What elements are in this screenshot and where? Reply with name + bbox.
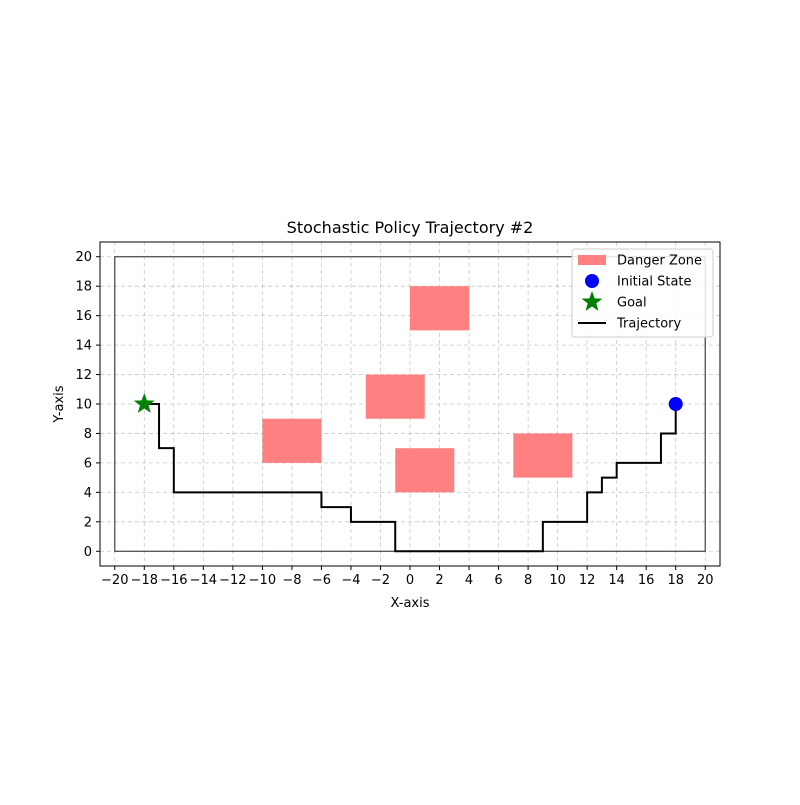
x-tick-label: 6: [494, 573, 502, 588]
x-tick-label: −12: [219, 573, 246, 588]
axis-ticks: −20 −18 −16 −14 −12 −10 −8 −6 −4 −2 0 2 4 6 8 10 12 14 16 1…: [75, 250, 713, 588]
trajectory-layer: [144, 403, 677, 553]
trajectory-line: [144, 403, 677, 553]
danger-zone-rect: [395, 448, 455, 493]
x-tick-label: −2: [371, 573, 390, 588]
danger-zones: [262, 286, 573, 493]
y-tick-label: 0: [84, 545, 92, 560]
legend-box: [571, 248, 714, 338]
legend-danger-zone-label: Danger Zone: [617, 254, 702, 269]
y-tick-label: 8: [84, 427, 92, 442]
initial-state-marker: [668, 397, 683, 411]
x-tick-label: 14: [608, 573, 625, 588]
y-tick-label: 12: [75, 368, 92, 383]
x-tick-label: 2: [435, 573, 443, 588]
danger-zone-rect: [513, 433, 573, 478]
goal-star-icon: [133, 393, 155, 413]
x-axis-label: X-axis: [391, 596, 430, 611]
legend-trajectory-label: Trajectory: [616, 317, 681, 332]
legend-initial-state-swatch: [585, 274, 599, 288]
y-tick-label: 20: [75, 250, 92, 265]
chart-title: Stochastic Policy Trajectory #2: [287, 218, 534, 237]
y-tick-label: 10: [75, 398, 92, 413]
danger-zone-rect: [410, 286, 470, 331]
y-tick-label: 16: [75, 309, 92, 324]
x-tick-label: −16: [160, 573, 187, 588]
x-tick-label: −10: [249, 573, 276, 588]
x-tick-label: 4: [465, 573, 473, 588]
y-axis-label: Y-axis: [52, 385, 67, 423]
x-tick-label: −18: [131, 573, 158, 588]
danger-zone-rect: [262, 418, 322, 463]
y-tick-label: 6: [84, 456, 92, 471]
danger-zone-rect: [365, 374, 425, 419]
legend-initial-state-label: Initial State: [617, 275, 692, 290]
x-tick-label: −14: [190, 573, 217, 588]
y-tick-label: 2: [84, 515, 92, 530]
x-tick-label: −8: [282, 573, 301, 588]
legend-goal-label: Goal: [617, 296, 647, 311]
x-tick-label: 0: [406, 573, 414, 588]
x-tick-label: 10: [549, 573, 566, 588]
x-tick-label: −6: [312, 573, 331, 588]
y-tick-label: 14: [75, 339, 92, 354]
legend-goal-star-icon: [581, 291, 603, 311]
y-tick-label: 18: [75, 280, 92, 295]
x-tick-label: 8: [524, 573, 532, 588]
x-tick-label: 16: [638, 573, 655, 588]
x-tick-label: −20: [101, 573, 128, 588]
x-tick-label: 18: [667, 573, 684, 588]
legend: Danger Zone Initial State Goal Trajector…: [571, 248, 714, 338]
markers-layer: [133, 393, 683, 413]
legend-danger-zone-swatch: [578, 255, 606, 265]
y-tick-label: 4: [84, 486, 92, 501]
x-tick-label: 20: [697, 573, 714, 588]
x-tick-label: −4: [341, 573, 360, 588]
x-tick-label: 12: [579, 573, 596, 588]
